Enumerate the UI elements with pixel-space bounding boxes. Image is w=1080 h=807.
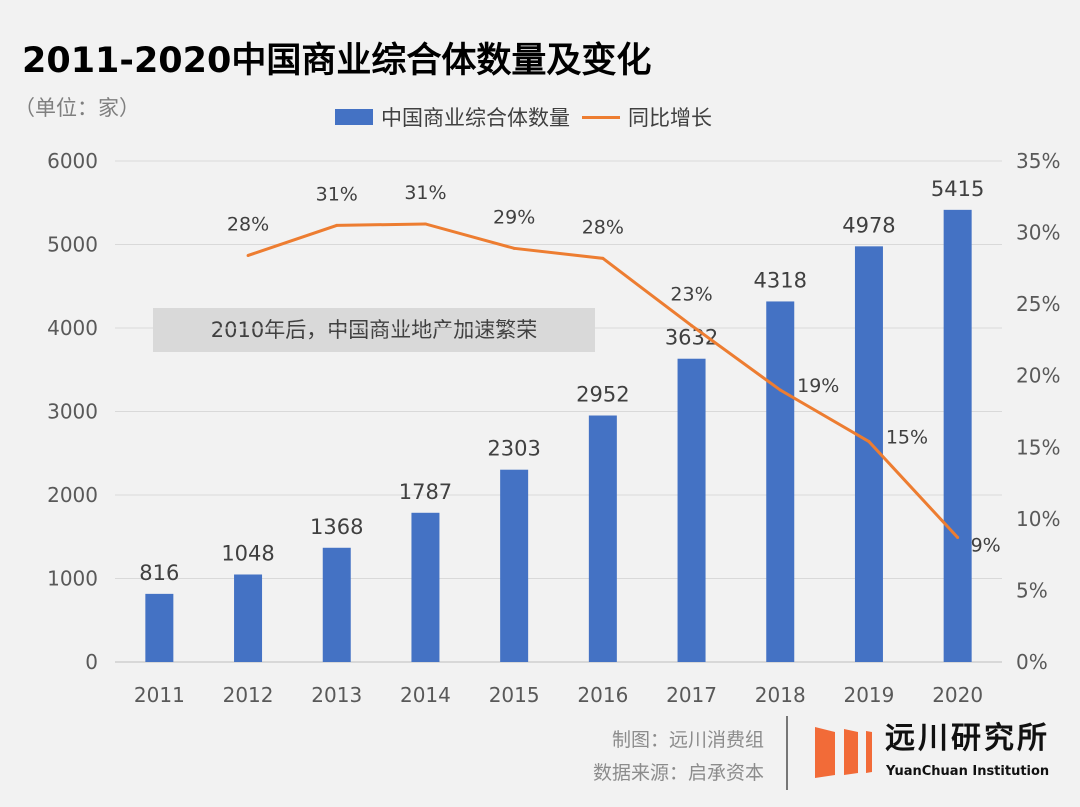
left-tick-label: 2000 (47, 483, 98, 507)
line-point (956, 535, 960, 539)
line-point (690, 324, 694, 328)
x-tick-label: 2018 (755, 683, 806, 707)
left-tick-label: 5000 (47, 233, 98, 257)
right-tick-label: 5% (1016, 578, 1048, 602)
x-tick-label: 2013 (311, 683, 362, 707)
x-tick-label: 2012 (223, 683, 274, 707)
bar-data-label: 816 (139, 561, 179, 585)
line-data-label: 15% (886, 427, 928, 449)
line-data-label: 31% (404, 182, 446, 204)
credit: 制图：远川消费组 (611, 729, 764, 751)
bar-data-label: 4318 (754, 268, 807, 292)
x-tick-label: 2015 (489, 683, 540, 707)
annotation: 2010年后，中国商业地产加速繁荣 (153, 308, 595, 352)
line-data-label: 31% (316, 183, 358, 205)
right-tick-label: 30% (1016, 221, 1060, 245)
bar (145, 593, 174, 662)
bar-data-label: 1787 (399, 480, 452, 504)
x-tick-label: 2019 (843, 683, 894, 707)
bar (854, 246, 883, 662)
line-data-label: 9% (971, 534, 1001, 556)
bar (411, 512, 440, 662)
bar-data-label: 5415 (931, 177, 984, 201)
left-tick-label: 4000 (47, 316, 98, 340)
logo-text: 远川研究所 (885, 721, 1050, 756)
left-tick-label: 6000 (47, 149, 98, 173)
legend-bar-swatch (335, 109, 373, 125)
line-data-label: 28% (582, 216, 624, 238)
line-point (246, 253, 250, 257)
bar (766, 301, 795, 662)
line-data-label: 23% (670, 284, 712, 306)
right-tick-label: 10% (1016, 507, 1060, 531)
right-tick-label: 20% (1016, 364, 1060, 388)
line-point (867, 440, 871, 444)
bar (500, 469, 529, 662)
bar-data-label: 1048 (221, 541, 274, 565)
left-tick-label: 0 (85, 650, 98, 674)
bar (234, 574, 263, 662)
right-tick-label: 15% (1016, 435, 1060, 459)
bar-data-label: 1368 (310, 515, 363, 539)
line-data-label: 29% (493, 206, 535, 228)
x-tick-label: 2014 (400, 683, 451, 707)
x-tick-label: 2011 (134, 683, 185, 707)
bar-data-label: 4978 (842, 213, 895, 237)
unit-label: （单位：家） (14, 96, 140, 120)
line-point (778, 388, 782, 392)
right-tick-label: 35% (1016, 149, 1060, 173)
left-tick-label: 1000 (47, 567, 98, 591)
x-tick-label: 2020 (932, 683, 983, 707)
x-tick-label: 2016 (577, 683, 628, 707)
bar (677, 358, 706, 662)
line-point (423, 222, 427, 226)
left-tick-label: 3000 (47, 400, 98, 424)
chart-title: 2011-2020中国商业综合体数量及变化 (22, 41, 652, 81)
right-tick-label: 25% (1016, 292, 1060, 316)
logo-subtext: YuanChuan Institution (886, 764, 1050, 779)
line-point (335, 223, 339, 227)
line-data-label: 19% (797, 375, 839, 397)
legend-line-label: 同比增长 (628, 106, 712, 130)
legend-line-swatch (582, 115, 620, 119)
bar-data-label: 2303 (487, 437, 540, 461)
line-point (512, 246, 516, 250)
bar (588, 415, 617, 662)
bar (322, 547, 351, 662)
legend: 中国商业综合体数量 同比增长 (335, 102, 712, 132)
source: 数据来源：启承资本 (592, 762, 764, 784)
x-tick-label: 2017 (666, 683, 717, 707)
legend-bar-label: 中国商业综合体数量 (381, 106, 570, 130)
line-point (601, 256, 605, 260)
footer-divider (786, 716, 788, 790)
bar-data-label: 2952 (576, 383, 629, 407)
right-tick-label: 0% (1016, 650, 1048, 674)
bar (943, 209, 972, 662)
line-data-label: 28% (227, 213, 269, 235)
